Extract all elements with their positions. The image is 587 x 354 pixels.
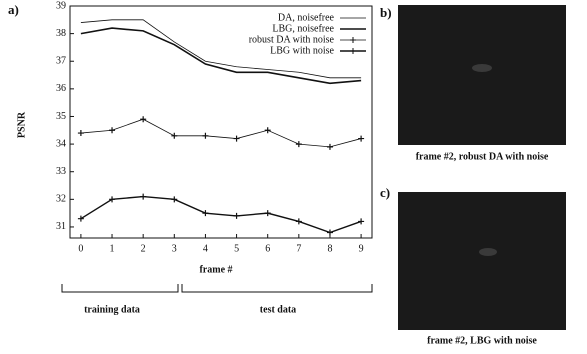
x-axis-label: frame # (199, 264, 232, 275)
y-tick-label: 36 (56, 83, 66, 94)
point-marker (140, 116, 146, 122)
image-detail (472, 64, 492, 72)
point-marker (358, 218, 364, 224)
point-marker (327, 229, 333, 235)
x-tick-label: 8 (327, 243, 332, 254)
point-marker (171, 133, 177, 139)
x-tick-label: 7 (296, 243, 301, 254)
panel-label: a) (8, 2, 19, 17)
point-marker (358, 136, 364, 142)
legend-label: DA, noisefree (278, 12, 335, 23)
point-marker (202, 133, 208, 139)
point-marker (171, 196, 177, 202)
point-marker (78, 130, 84, 136)
legend-label: robust DA with noise (249, 34, 335, 45)
x-tick-label: 5 (234, 243, 239, 254)
figure: a) PSNR frame # training data test data … (0, 0, 587, 354)
bracket (62, 284, 372, 292)
point-marker (296, 218, 302, 224)
x-tick-label: 9 (359, 243, 364, 254)
legend-label: LBG, noisefree (272, 23, 334, 34)
y-tick-label: 38 (56, 28, 66, 39)
legend-marker (350, 48, 356, 54)
y-tick-label: 32 (56, 194, 66, 205)
y-tick-label: 37 (56, 56, 66, 67)
bracket-label: training data (84, 304, 140, 315)
caption: frame #2, LBG with noise (427, 335, 537, 346)
x-tick-label: 0 (78, 243, 83, 254)
series-line (81, 197, 361, 233)
point-marker (265, 210, 271, 216)
y-tick-label: 33 (56, 166, 66, 177)
x-tick-label: 4 (203, 243, 208, 254)
series-line (81, 119, 361, 147)
y-tick-label: 35 (56, 111, 66, 122)
point-marker (327, 144, 333, 150)
point-marker (109, 127, 115, 133)
x-tick-label: 1 (110, 243, 115, 254)
point-marker (202, 210, 208, 216)
y-tick-label: 31 (56, 221, 66, 232)
panel-label: c) (380, 185, 390, 200)
x-tick-label: 3 (172, 243, 177, 254)
image (398, 192, 566, 330)
legend-label: LBG with noise (270, 45, 334, 56)
point-marker (140, 194, 146, 200)
bracket-label: test data (260, 304, 296, 315)
caption: frame #2, robust DA with noise (416, 151, 549, 162)
y-axis-label: PSNR (16, 111, 27, 138)
legend-marker (350, 37, 356, 43)
x-tick-label: 2 (141, 243, 146, 254)
point-marker (265, 127, 271, 133)
panel-label: b) (380, 5, 392, 20)
image (398, 5, 566, 145)
y-tick-label: 39 (56, 0, 66, 11)
y-tick-label: 34 (56, 138, 66, 149)
point-marker (234, 136, 240, 142)
point-marker (234, 213, 240, 219)
x-tick-label: 6 (265, 243, 270, 254)
point-marker (296, 141, 302, 147)
image-detail (479, 248, 497, 256)
